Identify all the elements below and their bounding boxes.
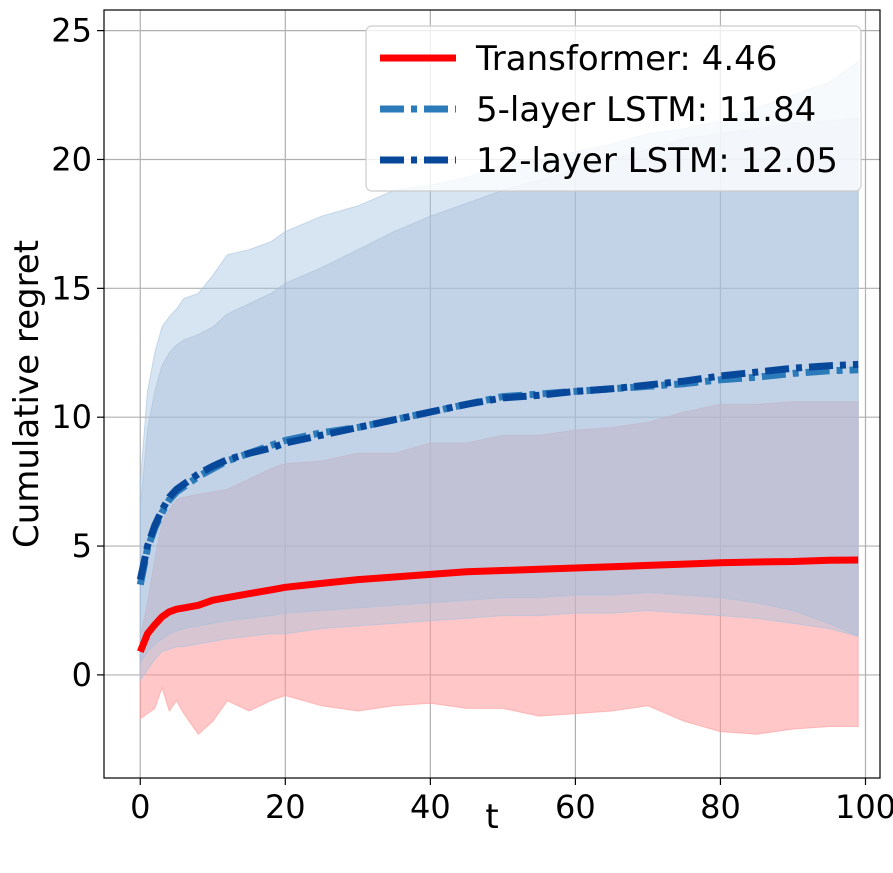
y-tick-label: 10 xyxy=(51,398,92,436)
y-axis-label: Cumulative regret xyxy=(7,240,47,548)
x-tick-label: 20 xyxy=(265,788,306,826)
series-line-2 xyxy=(136,360,859,581)
y-tick-label: 20 xyxy=(51,140,92,178)
x-tick-label: 80 xyxy=(700,788,741,826)
legend-label: 5-layer LSTM: 11.84 xyxy=(476,90,816,130)
series-lines xyxy=(136,360,859,653)
legend-label: Transformer: 4.46 xyxy=(475,39,777,79)
x-tick-label: 40 xyxy=(410,788,451,826)
y-tick-label: 25 xyxy=(51,12,92,50)
series-line-0 xyxy=(137,556,859,653)
confidence-band-2 xyxy=(139,117,859,664)
legend: Transformer: 4.46 5-layer LSTM: 11.84 12-l… xyxy=(365,25,862,192)
y-tick-label: 5 xyxy=(72,527,92,565)
x-tick-label: 0 xyxy=(130,788,150,826)
x-axis-ticks: 0 20 40 60 80 100 xyxy=(130,778,893,826)
x-tick-label: 60 xyxy=(555,788,596,826)
legend-label: 12-layer LSTM: 12.05 xyxy=(476,141,838,181)
y-axis-ticks: 0 5 10 15 20 25 xyxy=(51,12,104,694)
y-tick-label: 0 xyxy=(72,656,92,694)
y-tick-label: 15 xyxy=(51,269,92,307)
legend-box xyxy=(365,25,862,192)
x-tick-label: 100 xyxy=(835,788,893,826)
x-axis-label: t xyxy=(485,797,498,837)
plot-frame xyxy=(103,9,881,779)
